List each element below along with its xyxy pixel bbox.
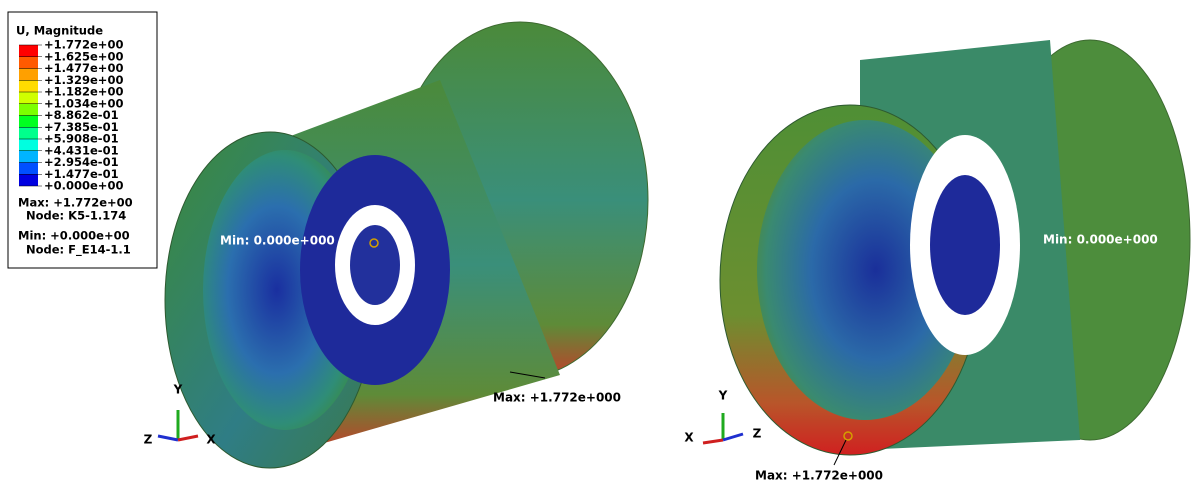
legend-band	[19, 69, 38, 81]
viewport: U, Magnitude +1.772e+00+1.625e+00+1.477e…	[0, 0, 1193, 484]
wheel-right	[720, 40, 1190, 465]
axis-label: Y	[173, 383, 183, 397]
axis-label: X	[684, 431, 694, 445]
legend-band	[19, 57, 38, 69]
legend-band	[19, 151, 38, 163]
legend-min: Min: +0.000e+00	[18, 229, 130, 243]
legend-band	[19, 139, 38, 151]
legend-band	[19, 45, 38, 57]
min-label: Min: 0.000e+000	[1043, 233, 1158, 247]
legend-band	[19, 104, 38, 116]
axis-label: Z	[144, 433, 153, 447]
legend-band	[19, 163, 38, 175]
legend-band	[19, 92, 38, 104]
legend-band	[19, 116, 38, 128]
axis-label: Y	[718, 389, 728, 403]
legend: U, Magnitude +1.772e+00+1.625e+00+1.477e…	[8, 12, 157, 268]
axis-label: X	[206, 433, 216, 447]
legend-band	[19, 127, 38, 139]
legend-band	[19, 174, 38, 186]
legend-max-node: Node: K5-1.174	[26, 209, 126, 223]
legend-band	[19, 80, 38, 92]
min-label: Min: 0.000e+000	[220, 234, 335, 248]
legend-min-node: Node: F_E14-1.1	[26, 243, 131, 258]
axis-triad: Y X Z	[684, 389, 761, 445]
max-label: Max: +1.772e+000	[755, 469, 883, 483]
max-label: Max: +1.772e+000	[493, 391, 621, 405]
axis-label: Z	[753, 427, 762, 441]
legend-label: +0.000e+00	[44, 179, 123, 193]
legend-title: U, Magnitude	[16, 24, 103, 38]
legend-max: Max: +1.772e+00	[18, 196, 133, 210]
